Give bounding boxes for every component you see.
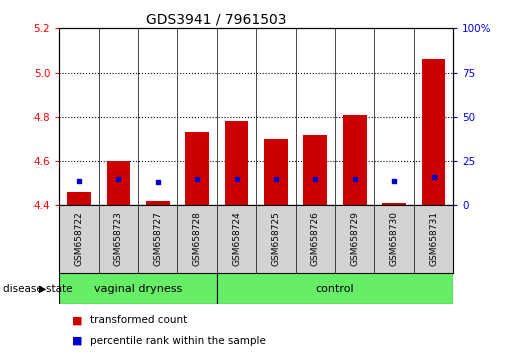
Text: GSM658722: GSM658722 — [75, 212, 83, 266]
Bar — [67, 192, 91, 205]
Bar — [59, 273, 217, 304]
Bar — [264, 139, 288, 205]
Text: GSM658729: GSM658729 — [350, 211, 359, 267]
Bar — [382, 203, 406, 205]
Bar — [303, 135, 327, 205]
Text: GSM658728: GSM658728 — [193, 211, 201, 267]
Text: GSM658724: GSM658724 — [232, 212, 241, 266]
Text: GSM658723: GSM658723 — [114, 211, 123, 267]
Bar — [185, 132, 209, 205]
Text: GSM658725: GSM658725 — [271, 211, 280, 267]
Text: GSM658730: GSM658730 — [390, 211, 399, 267]
Bar — [107, 161, 130, 205]
Text: GSM658726: GSM658726 — [311, 211, 320, 267]
Text: disease state: disease state — [3, 284, 72, 293]
Text: percentile rank within the sample: percentile rank within the sample — [90, 336, 266, 346]
Text: ▶: ▶ — [39, 284, 46, 293]
Text: GDS3941 / 7961503: GDS3941 / 7961503 — [146, 12, 286, 27]
Bar — [146, 201, 169, 205]
Bar — [422, 59, 445, 205]
Bar — [343, 115, 367, 205]
Text: ■: ■ — [72, 336, 82, 346]
Text: GSM658727: GSM658727 — [153, 211, 162, 267]
Bar — [217, 273, 453, 304]
Text: vaginal dryness: vaginal dryness — [94, 284, 182, 293]
Text: GSM658731: GSM658731 — [429, 211, 438, 267]
Text: control: control — [316, 284, 354, 293]
Text: transformed count: transformed count — [90, 315, 187, 325]
Bar — [225, 121, 248, 205]
Text: ■: ■ — [72, 315, 82, 325]
